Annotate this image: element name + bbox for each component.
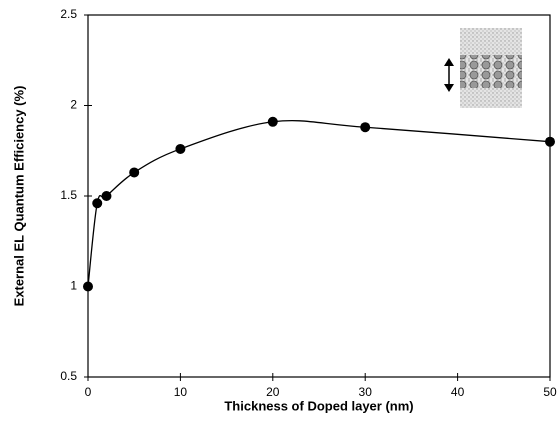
x-tick-label: 30 — [359, 385, 373, 399]
y-tick-label: 1.5 — [60, 188, 77, 202]
x-tick-label: 40 — [451, 385, 465, 399]
x-tick-label: 20 — [266, 385, 280, 399]
data-point — [545, 136, 555, 147]
x-tick-label: 10 — [174, 385, 188, 399]
data-point — [92, 198, 103, 209]
x-axis-label: Thickness of Doped layer (nm) — [224, 398, 413, 413]
x-tick-label: 50 — [543, 385, 557, 399]
y-axis-label: External EL Quantum Efficiency (%) — [11, 86, 26, 307]
data-point — [129, 167, 140, 178]
y-tick-label: 1 — [70, 279, 77, 293]
y-tick-label: 2.5 — [60, 7, 77, 21]
data-point — [267, 116, 278, 127]
inset-icon — [444, 28, 522, 108]
y-tick-label: 2 — [70, 98, 77, 112]
data-point — [83, 281, 93, 292]
data-point — [101, 191, 112, 201]
data-point — [175, 143, 186, 154]
data-point — [360, 122, 371, 133]
y-tick-label: 0.5 — [60, 369, 77, 383]
x-tick-label: 0 — [85, 385, 92, 399]
fit-line — [87, 119, 551, 287]
